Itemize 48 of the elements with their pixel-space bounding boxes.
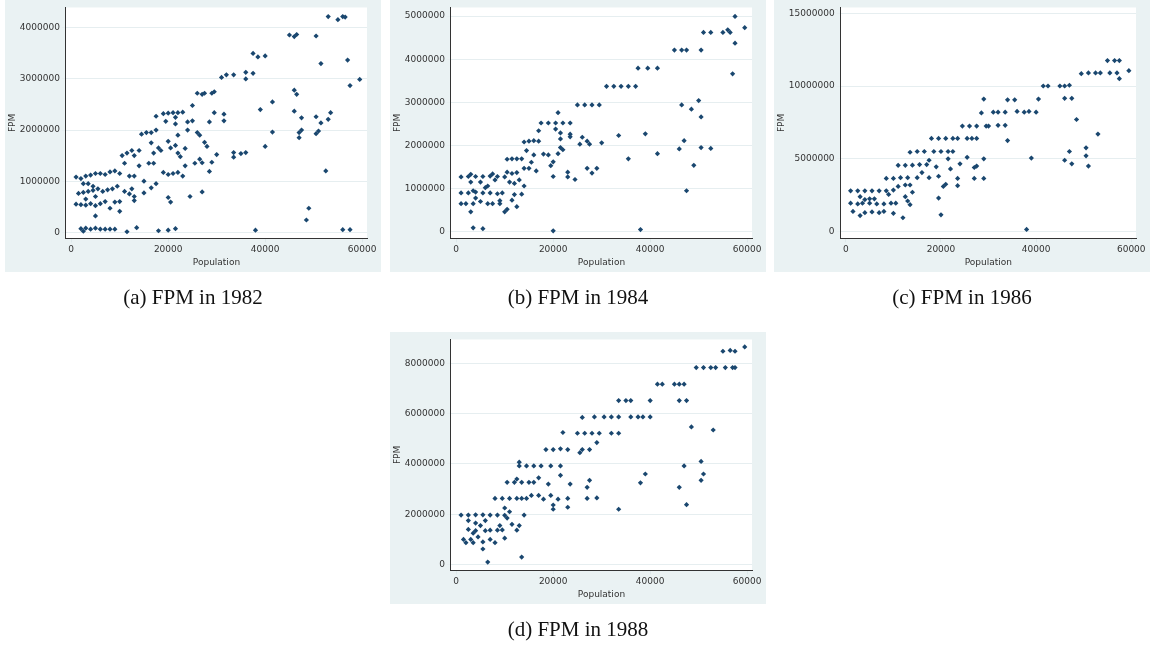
x-tick-label: 40000 xyxy=(1021,244,1051,255)
y-tick-label: 4000000 xyxy=(404,458,446,469)
y-axis-title: FPM xyxy=(6,113,17,133)
x-tick-label: 60000 xyxy=(732,576,762,587)
y-tick-label: 0 xyxy=(439,226,446,237)
y-tick-label: 6000000 xyxy=(404,407,446,418)
x-tick-label: 0 xyxy=(453,244,460,255)
x-tick-label: 20000 xyxy=(153,244,183,255)
y-axis-title: FPM xyxy=(391,445,402,465)
y-tick-label: 2000000 xyxy=(404,508,446,519)
y-tick-label: 5000000 xyxy=(404,10,446,21)
y-axis-title: FPM xyxy=(391,113,402,133)
x-tick-label: 20000 xyxy=(538,244,568,255)
x-tick-label: 0 xyxy=(842,244,849,255)
y-tick-label: 0 xyxy=(439,558,446,569)
x-tick-label: 60000 xyxy=(732,244,762,255)
text: (a) FPM in 1982 xyxy=(122,284,264,310)
text: (c) FPM in 1986 xyxy=(891,284,1033,310)
text: (b) FPM in 1984 xyxy=(506,284,650,310)
x-tick-label: 60000 xyxy=(347,244,377,255)
y-tick-label: 5000000 xyxy=(794,153,835,164)
y-tick-label: 1000000 xyxy=(19,175,61,186)
y-tick-label: 10000000 xyxy=(788,80,835,91)
y-tick-label: 8000000 xyxy=(404,357,446,368)
y-tick-label: 4000000 xyxy=(404,53,446,64)
x-tick-label: 0 xyxy=(453,576,460,587)
text: (d) FPM in 1988 xyxy=(506,616,650,642)
y-tick-label: 0 xyxy=(828,225,835,236)
y-tick-label: 4000000 xyxy=(19,22,61,33)
y-tick-label: 1000000 xyxy=(404,182,446,193)
y-tick-label: 2000000 xyxy=(404,139,446,150)
x-tick-label: 40000 xyxy=(250,244,280,255)
x-tick-label: 0 xyxy=(68,244,75,255)
x-tick-label: 60000 xyxy=(1116,244,1146,255)
y-tick-label: 15000000 xyxy=(788,7,835,18)
x-axis-title: Population xyxy=(964,256,1012,267)
x-axis-title: Population xyxy=(577,588,626,599)
x-axis-title: Population xyxy=(192,256,241,267)
x-axis-title: Population xyxy=(577,256,626,267)
y-tick-label: 3000000 xyxy=(404,96,446,107)
x-tick-label: 20000 xyxy=(926,244,956,255)
x-tick-label: 40000 xyxy=(635,244,665,255)
x-tick-label: 40000 xyxy=(635,576,665,587)
y-tick-label: 0 xyxy=(54,226,61,237)
y-axis-title: FPM xyxy=(775,113,786,133)
x-tick-label: 20000 xyxy=(538,576,568,587)
y-tick-label: 3000000 xyxy=(19,73,61,84)
y-tick-label: 2000000 xyxy=(19,124,61,135)
